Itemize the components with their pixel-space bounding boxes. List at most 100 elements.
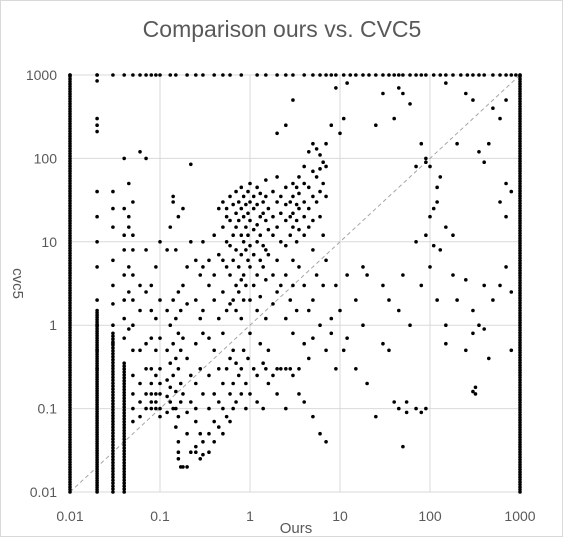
data-point [181, 465, 185, 469]
data-point [264, 278, 268, 282]
data-point [68, 405, 72, 410]
data-point [518, 263, 522, 268]
data-point [264, 316, 268, 321]
data-point [302, 400, 306, 404]
data-point [111, 302, 115, 306]
data-point [518, 99, 522, 104]
data-point [266, 348, 271, 353]
data-point [131, 73, 135, 77]
data-point [471, 308, 475, 313]
data-point [68, 311, 72, 315]
data-point [122, 458, 126, 462]
data-point [241, 240, 246, 244]
data-point [149, 367, 154, 371]
data-point [518, 77, 522, 81]
data-point [284, 123, 288, 128]
data-point [234, 225, 238, 229]
data-point [302, 283, 306, 288]
data-point [95, 240, 99, 244]
data-point [518, 355, 522, 360]
data-point [234, 211, 238, 216]
data-point [68, 335, 72, 340]
data-point [255, 240, 259, 244]
data-point [185, 302, 189, 306]
data-point [228, 218, 232, 223]
data-point [158, 240, 162, 244]
data-point [178, 381, 183, 386]
data-point [111, 449, 115, 453]
data-point [224, 367, 229, 371]
data-point [291, 225, 295, 229]
data-point [68, 490, 72, 494]
y-axis-label: cvc5 [9, 268, 26, 299]
data-point [329, 316, 334, 321]
data-point [68, 303, 72, 308]
data-point [154, 400, 158, 404]
data-point [471, 98, 475, 102]
data-point [498, 116, 502, 121]
data-point [518, 268, 522, 273]
data-point [271, 302, 275, 306]
x-axis-label: Ours [280, 520, 313, 537]
data-point [149, 400, 154, 404]
data-point [231, 233, 235, 237]
data-point [185, 356, 189, 361]
data-point [68, 343, 72, 348]
data-point [518, 390, 522, 395]
data-point [111, 472, 115, 477]
data-point [122, 484, 126, 488]
data-point [68, 221, 72, 226]
data-point [251, 227, 256, 232]
data-point [491, 106, 495, 110]
data-point [228, 356, 232, 361]
data-point [248, 200, 252, 204]
data-point [144, 392, 148, 396]
data-point [509, 348, 514, 353]
data-point [246, 189, 250, 194]
data-point [471, 73, 475, 77]
data-point [95, 79, 99, 83]
data-point [518, 323, 522, 328]
data-point [311, 298, 315, 302]
data-point [194, 406, 198, 411]
data-point [68, 134, 72, 139]
data-point [236, 265, 241, 269]
data-point [68, 263, 72, 268]
data-point [518, 321, 522, 325]
data-point [165, 378, 169, 382]
data-point [68, 408, 72, 412]
data-point [216, 252, 221, 257]
data-point [122, 396, 126, 401]
data-point [518, 79, 522, 84]
data-point [68, 365, 72, 370]
data-point [68, 477, 72, 482]
data-point [181, 392, 185, 396]
data-point [294, 308, 299, 313]
data-point [68, 149, 72, 153]
data-point [68, 447, 72, 452]
data-point [261, 200, 265, 204]
data-point [111, 413, 115, 418]
data-point [271, 189, 275, 194]
data-point [404, 410, 409, 415]
data-point [518, 211, 522, 216]
data-point [212, 392, 216, 396]
data-point [471, 331, 475, 336]
data-point [68, 360, 72, 365]
data-point [318, 73, 322, 77]
data-point [518, 166, 522, 171]
data-point [275, 200, 279, 204]
data-point [231, 381, 235, 386]
data-point [514, 73, 518, 77]
data-point [111, 341, 115, 346]
data-point [68, 430, 72, 435]
data-point [126, 225, 131, 229]
data-point [518, 398, 522, 402]
data-point [498, 73, 502, 77]
data-point [158, 414, 162, 419]
data-point [244, 225, 248, 229]
data-point [228, 194, 232, 199]
data-point [111, 387, 115, 391]
